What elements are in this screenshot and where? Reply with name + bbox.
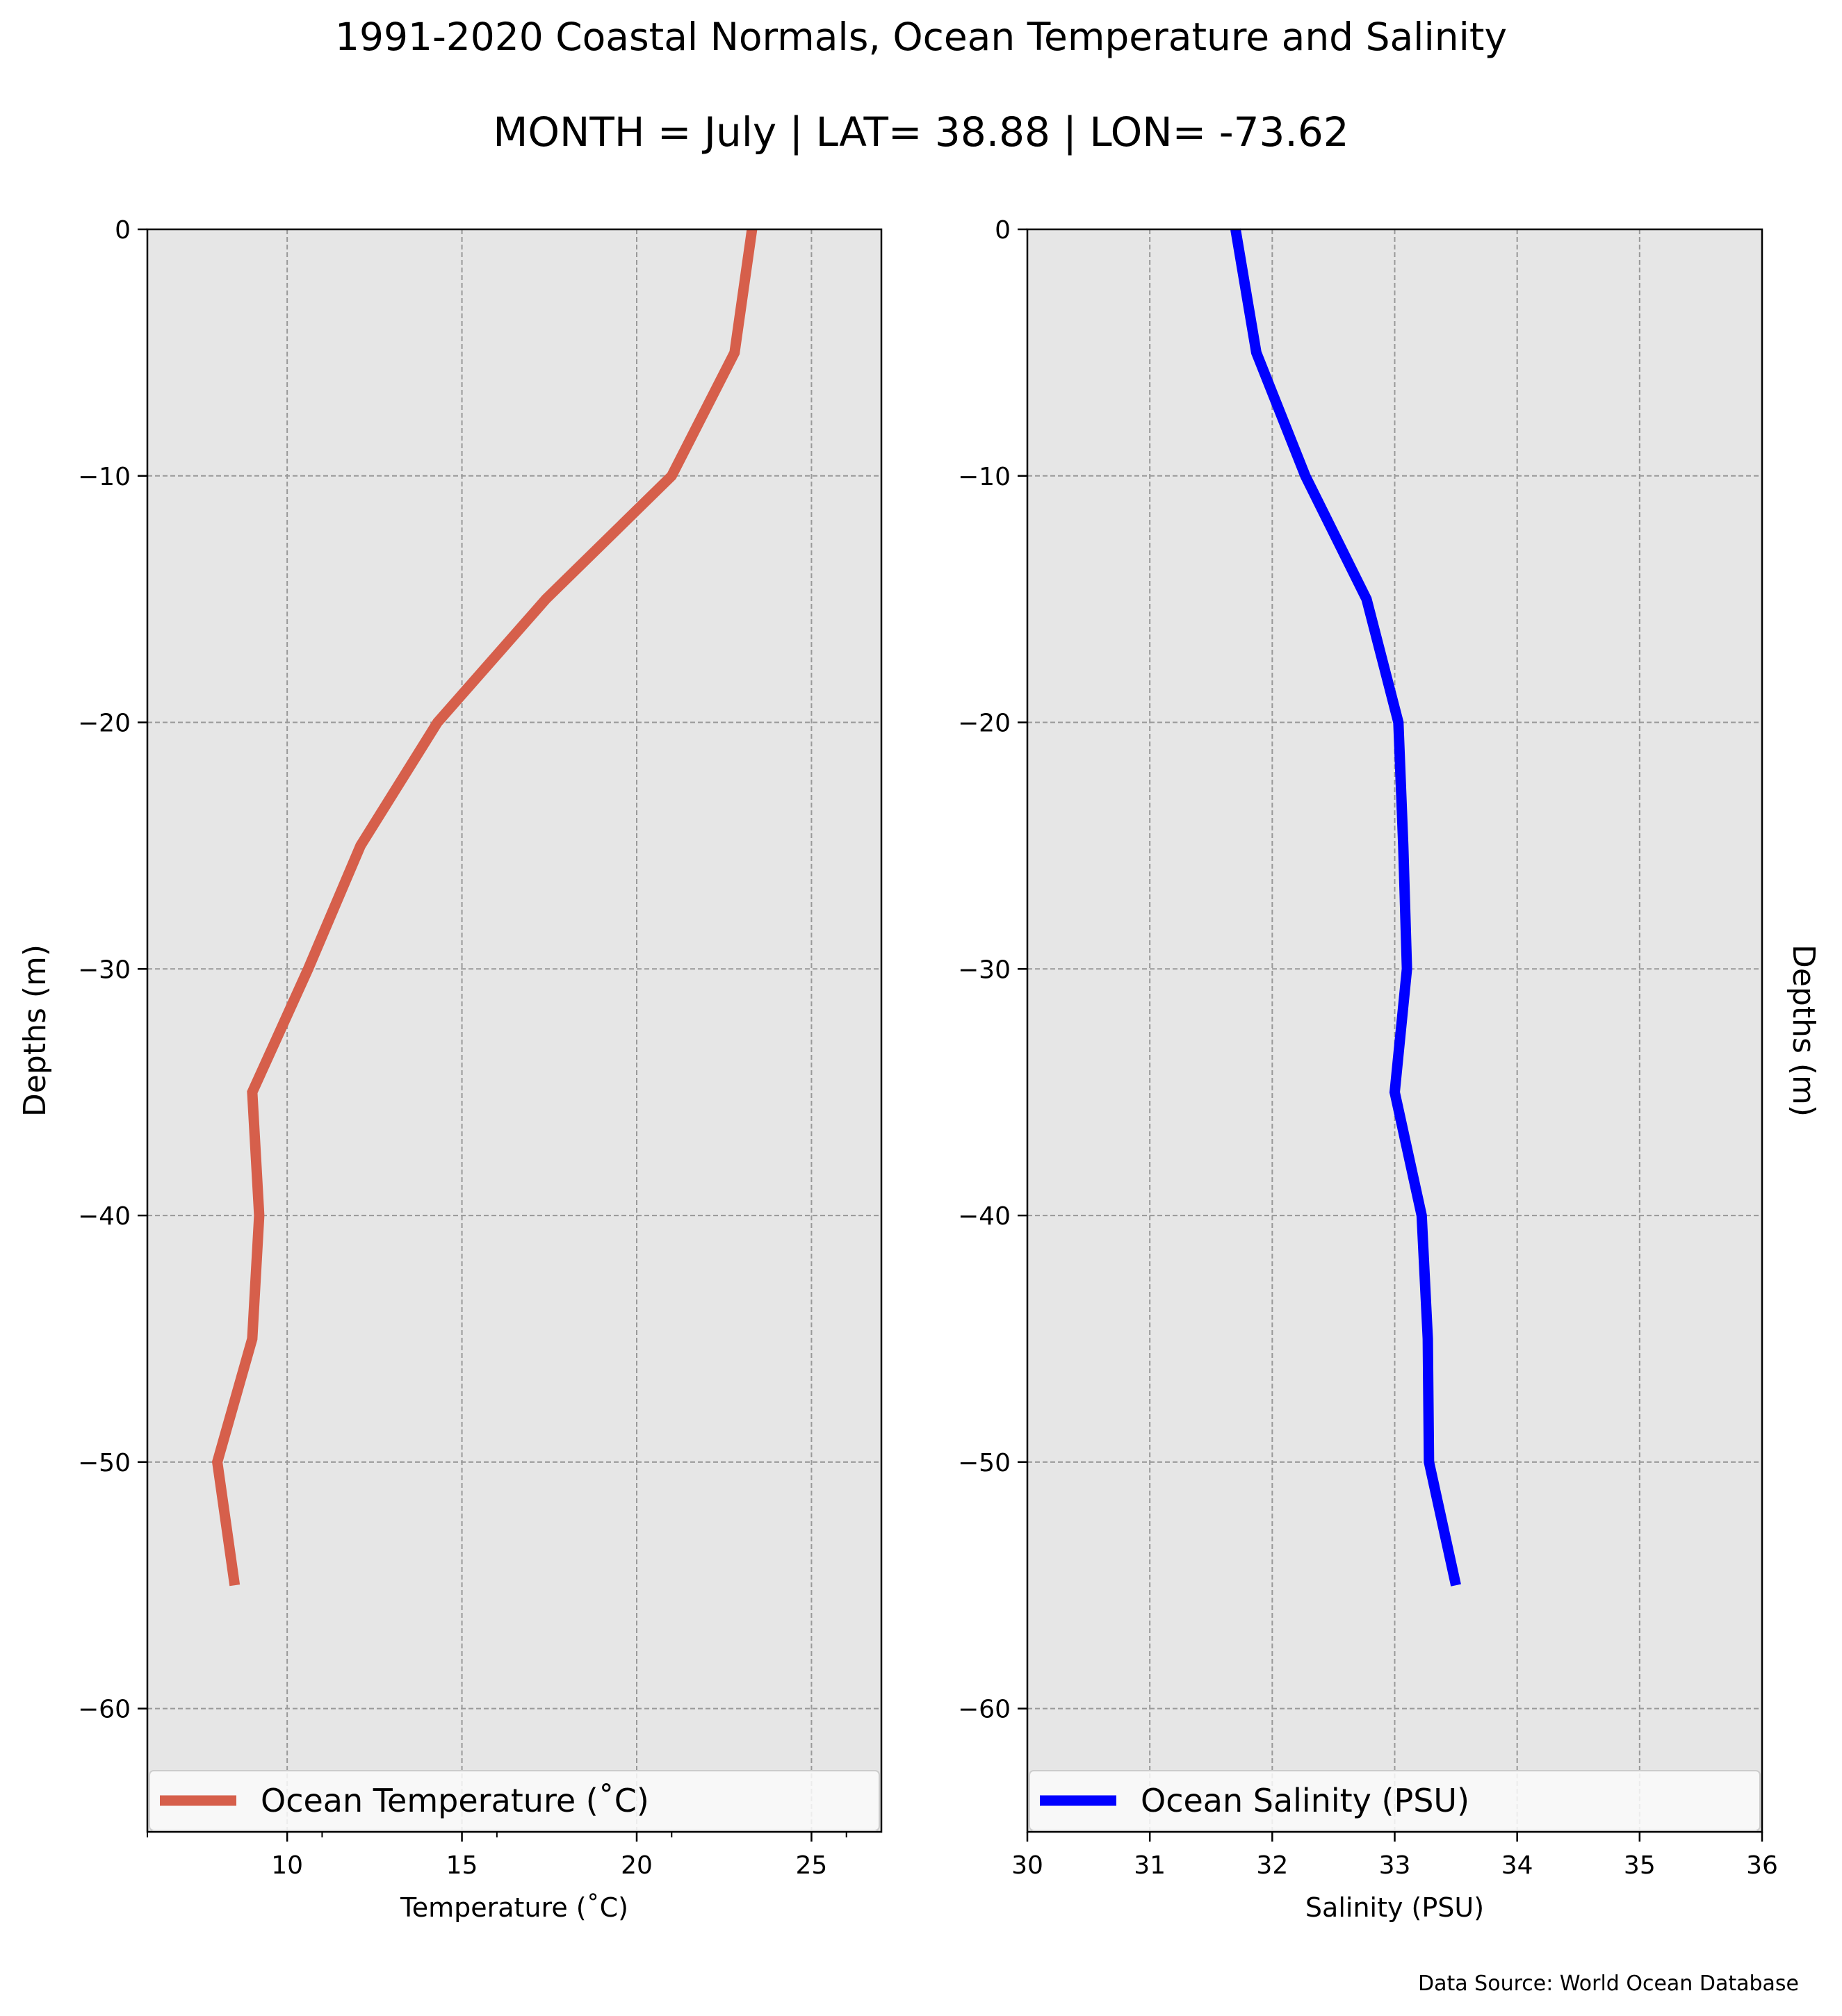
plot-area: [147, 229, 881, 1832]
chart-title: 1991-2020 Coastal Normals, Ocean Tempera…: [335, 15, 1507, 59]
legend-box: [1029, 1770, 1761, 1831]
x-tick-label: 34: [1501, 1851, 1533, 1880]
x-axis-label: Salinity (PSU): [1305, 1892, 1484, 1923]
panel-2: 0 −10 −20 −30 −40 −50 −60 30 31 32 33 34 35 36 Salinit…: [958, 216, 1821, 1923]
x-tick-label: 35: [1624, 1851, 1656, 1880]
legend: Ocean Salinity (PSU): [1029, 1770, 1761, 1831]
x-tick-label: 25: [796, 1851, 828, 1880]
source-note: Data Source: World Ocean Database: [1418, 1972, 1799, 1996]
y-tick-label: −30: [78, 956, 131, 984]
panel-1: 0 −10 −20 −30 −40 −50 −60 10 15 20 25 Temperature (…: [17, 216, 883, 1923]
y-tick-label: 0: [115, 216, 131, 245]
y-tick-label: −30: [958, 956, 1011, 984]
y-tick-label: −60: [958, 1696, 1011, 1724]
y-tick-label: −10: [958, 463, 1011, 491]
x-tick-label: 33: [1379, 1851, 1411, 1880]
x-tick-label: 31: [1134, 1851, 1166, 1880]
plot-area: [1027, 229, 1762, 1832]
chart-subtitle: MONTH = July | LAT= 38.88 | LON= -73.62: [493, 108, 1348, 156]
y-axis-label: Depths (m): [1786, 944, 1821, 1117]
y-tick-label: −10: [78, 463, 131, 491]
legend-box: [149, 1770, 880, 1831]
x-tick-label: 20: [621, 1851, 653, 1880]
x-tick-label: 30: [1011, 1851, 1043, 1880]
series-line: [211, 228, 758, 1587]
y-axis-label: Depths (m): [17, 944, 53, 1117]
y-tick-label: 0: [995, 216, 1011, 245]
y-tick-label: −50: [78, 1449, 131, 1477]
y-tick-label: −20: [958, 710, 1011, 738]
chart-panels: 0 −10 −20 −30 −40 −50 −60 10 15 20 25 Temperature (…: [17, 216, 1821, 1923]
x-tick-label: 32: [1256, 1851, 1288, 1880]
y-tick-label: −40: [958, 1202, 1011, 1231]
y-tick-label: −40: [78, 1202, 131, 1231]
x-axis-label: Temperature (˚C): [400, 1892, 628, 1923]
x-tick-label: 10: [271, 1851, 303, 1880]
legend: Ocean Temperature (˚C): [149, 1770, 880, 1831]
x-tick-label: 36: [1746, 1851, 1778, 1880]
axes-frame: [146, 228, 883, 1833]
y-tick-label: −50: [958, 1449, 1011, 1477]
x-tick-label: 15: [446, 1851, 478, 1880]
y-tick-label: −60: [78, 1696, 131, 1724]
y-tick-label: −20: [78, 710, 131, 738]
series-line: [1230, 228, 1461, 1587]
legend-label: Ocean Salinity (PSU): [1141, 1782, 1469, 1819]
legend-label: Ocean Temperature (˚C): [261, 1782, 649, 1819]
